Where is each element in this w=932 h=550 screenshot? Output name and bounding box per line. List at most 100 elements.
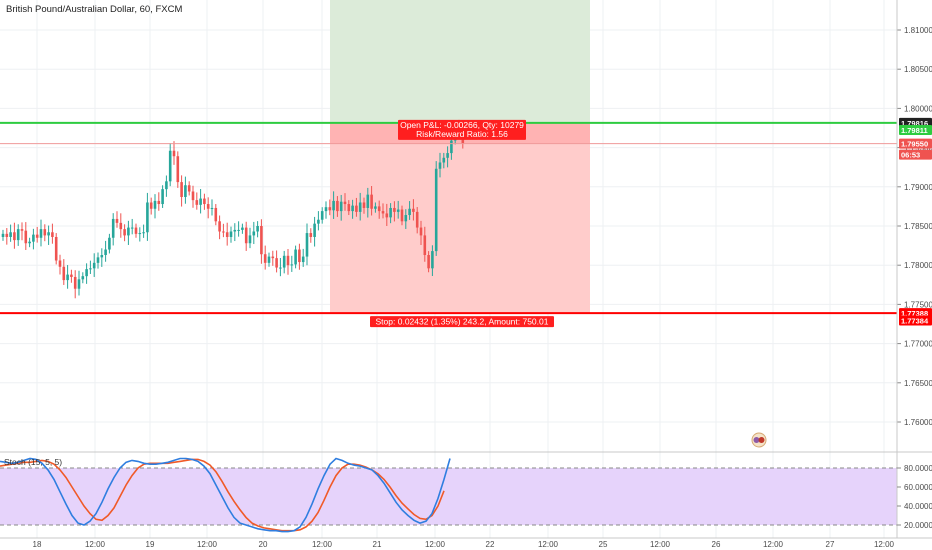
candle-body bbox=[168, 150, 172, 182]
candle-body bbox=[222, 231, 225, 233]
candle-body bbox=[89, 268, 92, 270]
candle bbox=[294, 245, 297, 269]
candle bbox=[210, 199, 214, 216]
candle bbox=[366, 187, 370, 218]
candle bbox=[85, 263, 88, 284]
candle-body bbox=[419, 227, 423, 236]
candle bbox=[336, 196, 339, 217]
candle bbox=[9, 224, 12, 242]
candle-body bbox=[415, 211, 419, 228]
candle-body bbox=[332, 200, 335, 211]
time-tick-label: 12:00 bbox=[763, 540, 784, 549]
candle-body bbox=[339, 201, 343, 212]
candle bbox=[244, 221, 248, 251]
candle bbox=[142, 224, 145, 238]
stoch-tick-label: 40.0000 bbox=[904, 502, 932, 511]
candle-body bbox=[43, 229, 47, 236]
candle-body bbox=[370, 194, 373, 209]
candle bbox=[218, 215, 221, 240]
price-tag: 1.77384 bbox=[901, 317, 929, 326]
candle bbox=[28, 237, 31, 248]
candle bbox=[263, 245, 267, 270]
candle bbox=[104, 240, 107, 262]
candle-body bbox=[317, 219, 320, 224]
candle bbox=[442, 152, 446, 169]
candle bbox=[252, 221, 256, 245]
candle bbox=[115, 211, 119, 228]
candle-body bbox=[32, 234, 35, 242]
candle bbox=[229, 226, 233, 243]
candle-body bbox=[237, 229, 240, 231]
candle-body bbox=[438, 162, 442, 169]
candle bbox=[43, 224, 47, 242]
price-tick-label: 1.78500 bbox=[904, 222, 932, 231]
candle bbox=[108, 233, 111, 254]
time-tick-label: 12:00 bbox=[197, 540, 218, 549]
price-tag-box bbox=[899, 124, 932, 135]
candle bbox=[415, 207, 419, 234]
candle bbox=[271, 250, 275, 266]
candle bbox=[123, 224, 126, 242]
candle-body bbox=[187, 185, 191, 192]
candle bbox=[404, 209, 408, 229]
candle bbox=[172, 141, 176, 165]
candle-body bbox=[54, 236, 58, 261]
interval-icon[interactable] bbox=[751, 432, 767, 448]
candle bbox=[233, 223, 237, 242]
candle bbox=[191, 185, 195, 208]
candle bbox=[267, 252, 271, 267]
candle-body bbox=[385, 213, 389, 218]
candle-body bbox=[389, 207, 392, 218]
candle-body bbox=[138, 233, 142, 235]
candle-body bbox=[434, 168, 438, 252]
candle-body bbox=[81, 276, 85, 280]
candles bbox=[1, 119, 465, 299]
candle bbox=[96, 252, 100, 269]
candle-body bbox=[13, 232, 16, 241]
candle bbox=[32, 228, 35, 250]
time-tick-label: 22 bbox=[486, 540, 495, 549]
candle-body bbox=[58, 260, 62, 267]
candle bbox=[157, 192, 161, 211]
candle bbox=[77, 270, 81, 296]
candle bbox=[298, 243, 301, 270]
candle-body bbox=[108, 237, 111, 250]
candle bbox=[35, 226, 39, 243]
candle-body bbox=[51, 232, 54, 237]
candle bbox=[16, 224, 20, 246]
candle-body bbox=[400, 209, 404, 222]
candle-body bbox=[248, 235, 252, 244]
candle bbox=[301, 248, 305, 267]
candle bbox=[351, 199, 354, 219]
time-tick-label: 12:00 bbox=[538, 540, 559, 549]
candle-body bbox=[203, 198, 206, 205]
candle bbox=[195, 192, 199, 210]
stoch-tick-label: 60.0000 bbox=[904, 483, 932, 492]
candle bbox=[54, 233, 58, 265]
candle bbox=[149, 197, 153, 215]
candle bbox=[127, 220, 130, 245]
candle bbox=[347, 200, 351, 216]
price-tick-label: 1.79000 bbox=[904, 183, 932, 192]
risk-reward-label: Risk/Reward Ratio: 1.56 bbox=[416, 129, 508, 139]
candle-body bbox=[381, 211, 385, 214]
candle bbox=[370, 186, 373, 216]
price-tick-label: 1.77000 bbox=[904, 340, 932, 349]
candle-body bbox=[73, 276, 77, 289]
candle bbox=[423, 226, 427, 262]
candle-body bbox=[206, 204, 210, 209]
candle bbox=[13, 222, 16, 249]
candle-body bbox=[24, 230, 28, 244]
candle-body bbox=[62, 266, 66, 281]
candle-body bbox=[214, 207, 218, 222]
candle bbox=[206, 197, 210, 219]
candle bbox=[5, 228, 9, 245]
candle bbox=[222, 223, 225, 238]
candle-body bbox=[450, 140, 453, 154]
candle bbox=[187, 181, 191, 196]
candle-body bbox=[260, 226, 263, 255]
candle-body bbox=[427, 255, 430, 269]
candle bbox=[100, 248, 104, 267]
candle bbox=[381, 203, 385, 219]
